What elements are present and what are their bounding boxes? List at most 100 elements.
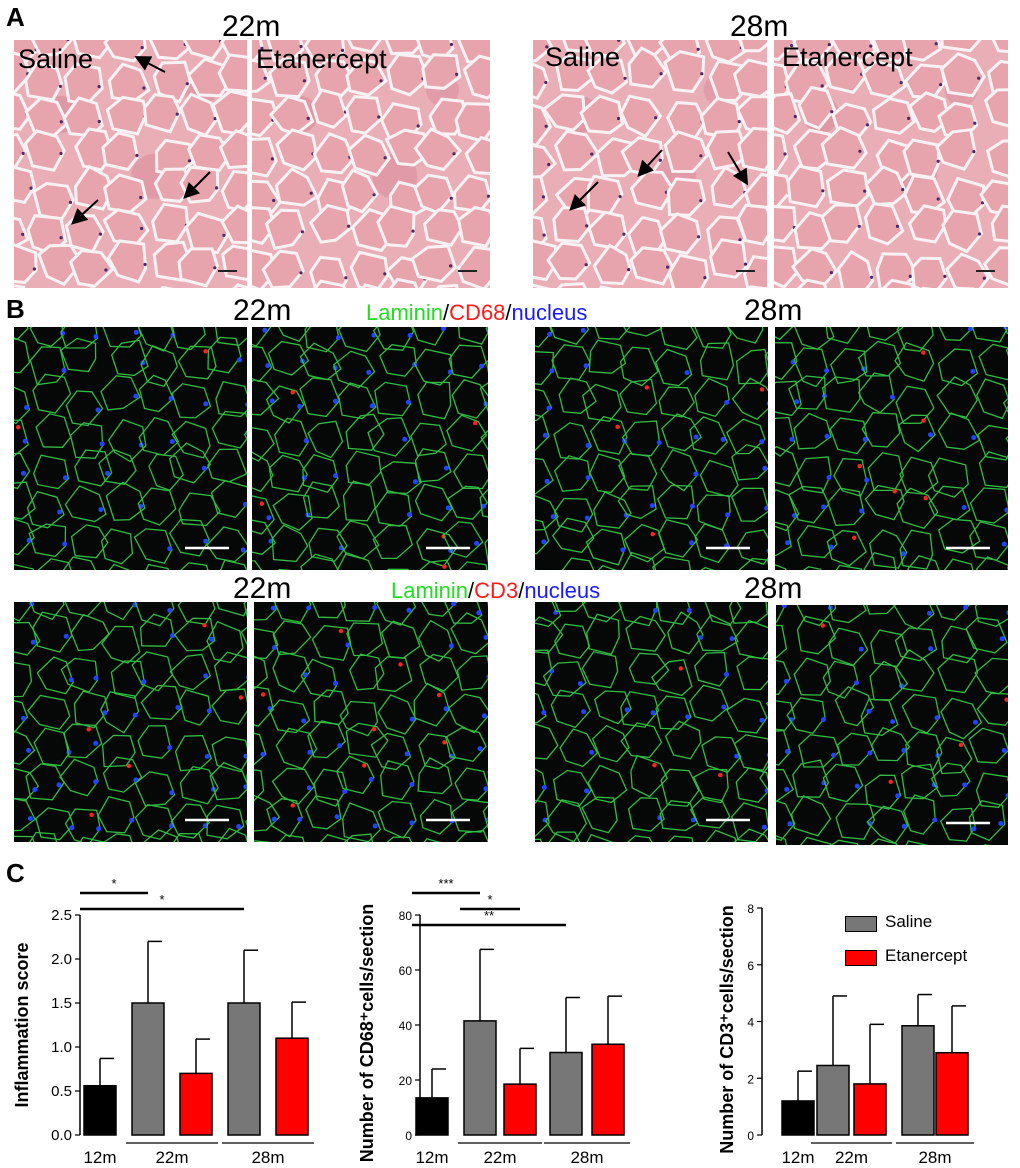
laminin-outline [171, 383, 212, 419]
laminin-outline [969, 487, 1008, 524]
y-tick-label: 2.5 [51, 907, 72, 924]
laminin-outline [36, 656, 74, 695]
panel-b-row1-age-28m: 28m [744, 294, 803, 327]
laminin-outline [254, 686, 275, 727]
nucleus-dot [577, 681, 583, 687]
laminin-outline [793, 412, 832, 450]
laminin-outline [278, 327, 312, 342]
laminin-outline [252, 427, 275, 462]
laminin-outline [302, 481, 340, 519]
nucleus-dot [541, 785, 547, 790]
laminin-outline [735, 767, 768, 803]
nucleus-dot [550, 514, 556, 520]
nucleus-dot [448, 643, 454, 649]
nucleus-dot [585, 224, 589, 228]
laminin-outline [860, 698, 899, 736]
laminin-outline [28, 523, 67, 558]
laminin-outline [14, 518, 35, 556]
nucleus-dot [820, 84, 824, 88]
significance-label: * [487, 892, 492, 907]
laminin-outline [345, 413, 385, 451]
nucleus-dot [444, 465, 449, 471]
laminin-outline [736, 529, 768, 565]
muscle-fiber [663, 130, 709, 174]
y-tick-label: 40 [399, 1019, 413, 1033]
muscle-fiber-pattern [533, 40, 767, 288]
muscle-fiber [864, 165, 908, 207]
laminin-outline [558, 377, 597, 414]
nucleus-dot [97, 119, 101, 124]
nucleus-dot [29, 186, 33, 190]
laminin-outline [254, 794, 281, 832]
laminin-outline [180, 562, 209, 570]
laminin-outline [59, 758, 99, 797]
laminin-outline [140, 684, 183, 720]
nucleus-dot [584, 263, 588, 267]
muscle-fiber [72, 40, 114, 60]
laminin-outline [545, 799, 588, 842]
muscle-fiber [182, 40, 229, 61]
laminin-outline [689, 796, 731, 829]
nucleus-dot [337, 743, 343, 749]
laminin-outline [594, 327, 631, 340]
laminin-outline [311, 602, 346, 619]
laminin-outline [692, 768, 729, 804]
nucleus-dot [260, 46, 264, 50]
nucleus-dot [783, 678, 789, 684]
nucleus-dot [347, 224, 351, 228]
nucleus-dot [932, 817, 938, 823]
laminin-outline [370, 732, 412, 771]
panel-a-age-28m: 28m [730, 10, 789, 43]
laminin-outline [418, 733, 457, 770]
nucleus-dot [889, 394, 895, 400]
laminin-outline [793, 657, 831, 696]
laminin-outline [696, 494, 731, 531]
laminin-outline [585, 528, 626, 566]
nucleus-dot [302, 672, 308, 678]
x-group-label: 28m [918, 1148, 951, 1167]
nucleus-dot [544, 124, 548, 128]
laminin-outline [74, 449, 113, 487]
laminin-outline [452, 453, 488, 490]
muscle-fiber [556, 282, 587, 288]
nucleus-dot [333, 680, 338, 686]
nucleus-dot [452, 152, 456, 156]
laminin-outline [367, 417, 412, 457]
laminin-outline [300, 658, 338, 698]
laminin-outline [971, 327, 1008, 343]
if-image-cd3-28m-etanercept [776, 605, 1008, 845]
muscle-fiber [990, 204, 1008, 243]
laminin-outline [265, 385, 305, 424]
laminin-outline [775, 521, 792, 557]
nucleus-dot [203, 673, 209, 679]
laminin-outline [346, 622, 384, 657]
laminin-outline [219, 559, 247, 570]
laminin-outline [269, 699, 311, 734]
nucleus-dot [623, 512, 629, 518]
y-tick-label: 0 [405, 1129, 412, 1143]
muscle-fiber [148, 40, 194, 61]
laminin-outline [108, 563, 131, 570]
nucleus-dot [541, 539, 547, 545]
laminin-outline [479, 382, 488, 413]
nucleus-dot [59, 151, 63, 156]
nucleus-dot [409, 782, 415, 787]
muscle-fiber [14, 133, 28, 171]
laminin-outline [618, 602, 658, 627]
laminin-outline [14, 661, 33, 698]
chart-cd3-cells: 0 2 4 6 8 Number of CD3⁺cells/section 12m 22m 28… [717, 902, 974, 1167]
laminin-outline [102, 756, 143, 793]
nucleus-dot [866, 708, 872, 714]
laminin-outline [448, 344, 487, 379]
laminin-outline [657, 484, 695, 520]
laminin-outline [551, 602, 587, 613]
nucleus-dot [26, 747, 32, 753]
laminin-outline [252, 519, 277, 556]
nucleus-dot [366, 369, 372, 375]
if-image-cd68-22m-etanercept [252, 327, 488, 570]
laminin-outline [207, 336, 242, 374]
nucleus-dot [546, 405, 552, 411]
laminin-outline [271, 524, 309, 563]
muscle-fiber [344, 95, 384, 135]
x-group-label: 12m [415, 1148, 448, 1167]
